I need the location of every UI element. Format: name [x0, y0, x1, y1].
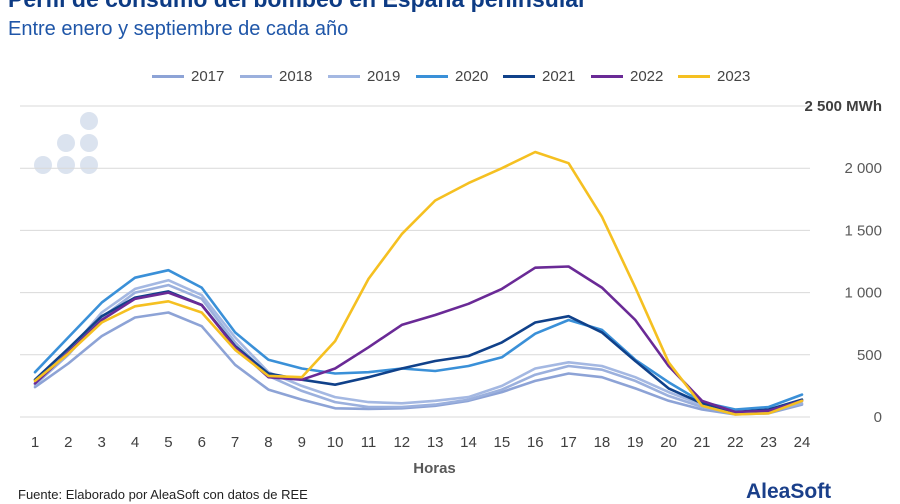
x-tick-label: 16: [527, 434, 544, 451]
x-axis: 1 2 3 4 5 6 7 8 9 10 11 12 13 14 15 16 17 18 19 20 21 22 23 24H…: [31, 434, 811, 477]
x-tick-label: 6: [198, 434, 206, 451]
legend-swatch: [240, 74, 272, 78]
x-tick-label: 10: [327, 434, 344, 451]
legend-item-2021: 2021: [503, 64, 575, 88]
legend-item-2020: 2020: [416, 64, 488, 88]
legend-label: 2018: [279, 67, 313, 85]
y-tick-label: 1 000: [844, 285, 882, 302]
x-tick-label: 15: [494, 434, 511, 451]
x-tick-label: 21: [694, 434, 711, 451]
x-tick-label: 2: [64, 434, 72, 451]
legend-item-2017: 2017: [152, 64, 224, 88]
x-axis-title: Horas: [413, 460, 456, 477]
x-tick-label: 13: [427, 434, 444, 451]
legend-swatch: [591, 74, 623, 78]
legend-label: 2023: [717, 67, 751, 85]
legend-label: 2020: [455, 67, 489, 85]
legend-label: 2017: [191, 67, 225, 85]
chart-title: Perfil de consumo del bombeo en España p…: [8, 0, 587, 13]
x-tick-label: 12: [393, 434, 410, 451]
x-tick-label: 8: [264, 434, 272, 451]
legend-label: 2019: [367, 67, 401, 85]
chart-series-lines: [33, 150, 804, 416]
legend-swatch: [416, 74, 448, 78]
legend-item-2022: 2022: [591, 64, 663, 88]
x-tick-label: 5: [164, 434, 172, 451]
x-tick-label: 14: [460, 434, 477, 451]
x-tick-label: 11: [361, 434, 377, 451]
chart-legend: 2017 2018 2019 2020 2021 2022 2023: [0, 64, 900, 88]
y-axis: 0 500 1 000 1 500 2 000 2 500 MWh: [804, 98, 882, 426]
series-line-2018: [33, 283, 804, 415]
legend-item-2019: 2019: [328, 64, 400, 88]
x-tick-label: 7: [231, 434, 239, 451]
x-tick-label: 1: [31, 434, 39, 451]
y-tick-label: 500: [857, 347, 882, 364]
chart-gridlines: [20, 105, 810, 418]
y-tick-label: 2 000: [844, 160, 882, 177]
source-note: Fuente: Elaborado por AleaSoft con datos…: [18, 487, 308, 502]
x-tick-label: 18: [594, 434, 611, 451]
legend-item-2023: 2023: [678, 64, 750, 88]
series-line-2022: [33, 265, 804, 414]
x-tick-label: 17: [560, 434, 577, 451]
x-tick-label: 20: [660, 434, 677, 451]
x-tick-label: 3: [98, 434, 106, 451]
x-tick-label: 4: [131, 434, 139, 451]
legend-swatch: [152, 74, 184, 78]
legend-label: 2022: [630, 67, 664, 85]
series-line-2019: [33, 278, 804, 414]
x-tick-label: 23: [760, 434, 777, 451]
x-tick-label: 9: [298, 434, 306, 451]
brand-logo: AleaSoft: [746, 480, 832, 503]
y-tick-label: 1 500: [844, 222, 882, 239]
chart-subtitle: Entre enero y septiembre de cada año: [8, 18, 349, 40]
y-unit-label: 2 500 MWh: [804, 98, 882, 115]
legend-swatch: [328, 74, 360, 78]
series-line-2020: [33, 268, 804, 411]
x-tick-label: 19: [627, 434, 644, 451]
series-line-2023: [33, 150, 804, 416]
x-tick-label: 22: [727, 434, 744, 451]
legend-swatch: [503, 74, 535, 78]
legend-swatch: [678, 74, 710, 78]
legend-label: 2021: [542, 67, 576, 85]
legend-item-2018: 2018: [240, 64, 312, 88]
x-tick-label: 24: [794, 434, 811, 451]
y-tick-label: 0: [874, 409, 882, 426]
